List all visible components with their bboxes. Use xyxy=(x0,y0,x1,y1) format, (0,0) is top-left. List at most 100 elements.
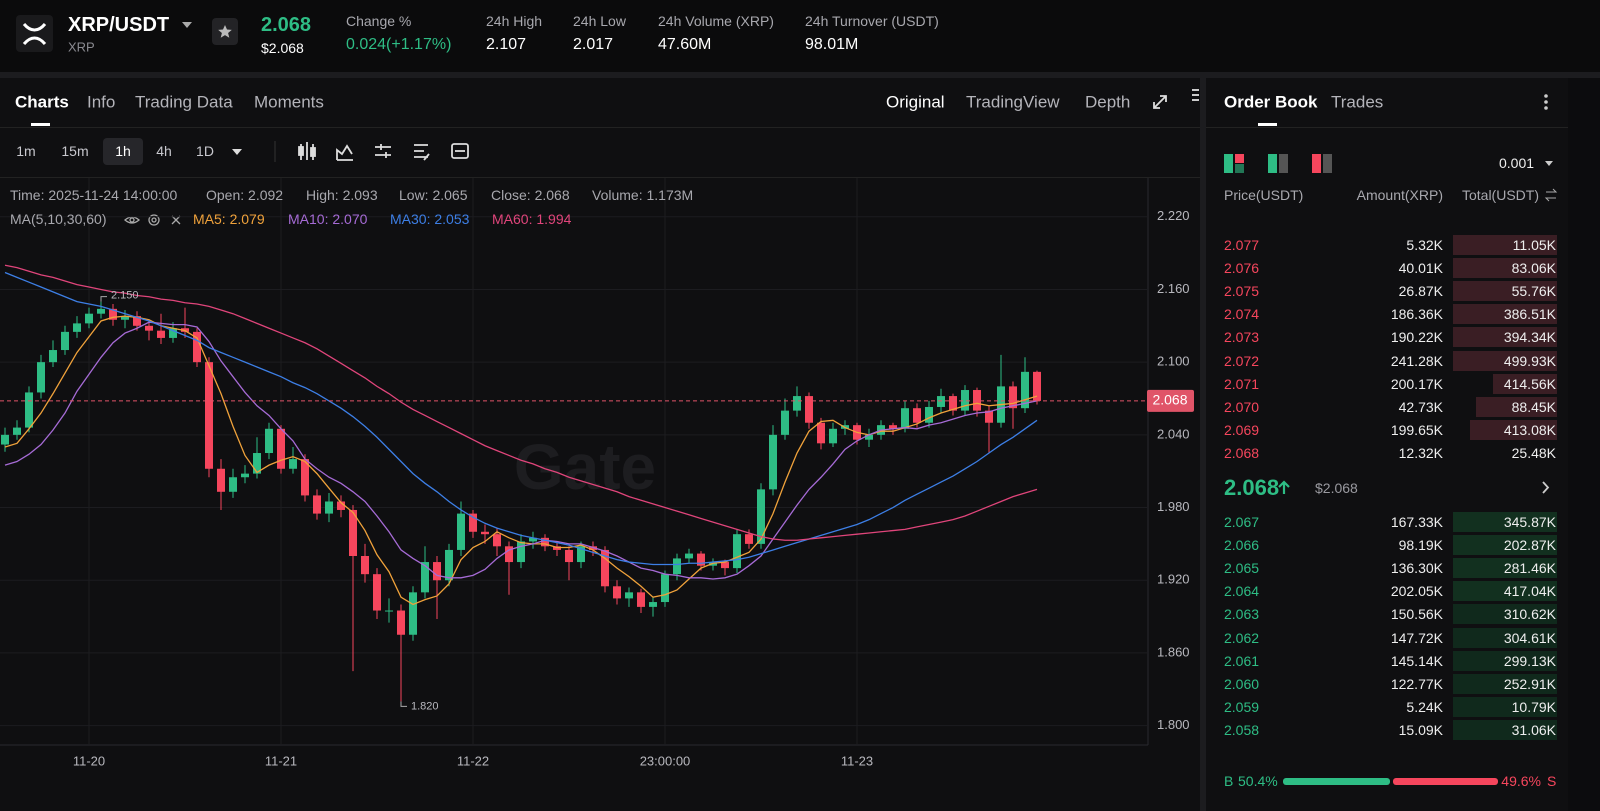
low-label: 1.820 xyxy=(411,700,439,712)
precision[interactable]: 0.001 xyxy=(1499,155,1535,171)
ask-depth xyxy=(1453,327,1557,348)
chart: Gate 2.220 2.160 2.100 2.040 1.980 1.920 1.860 1… xyxy=(0,15,1199,768)
candle-body xyxy=(985,410,993,423)
candle-body xyxy=(685,553,693,559)
interval-caret[interactable] xyxy=(232,149,242,155)
ob-menu[interactable] xyxy=(1544,94,1548,110)
candle-body xyxy=(529,537,537,542)
candle-body xyxy=(745,534,753,544)
legend-entry: MA60: 1.994 xyxy=(492,211,572,227)
stat-label: 24h Turnover (USDT) xyxy=(805,13,939,29)
y-tick-label: 1.980 xyxy=(1157,499,1190,514)
candle-body xyxy=(577,546,585,563)
ask-total: 413.08K xyxy=(1503,421,1556,438)
candle-body xyxy=(889,425,897,429)
stat-label: 24h High xyxy=(486,13,543,29)
stat-label: 24h Volume (XRP) xyxy=(658,13,774,29)
ask-depth xyxy=(1453,258,1557,279)
order-book-graphics xyxy=(1224,94,1558,494)
stat-value: 2.017 xyxy=(573,36,614,53)
candle-body xyxy=(493,534,501,547)
toolbar-icons[interactable] xyxy=(298,142,469,161)
bid-price: 2.067 xyxy=(1224,514,1260,530)
ohlc-info: Volume: 1.173M xyxy=(592,187,694,203)
ohlc-info: High: 2.093 xyxy=(306,187,378,203)
interval[interactable]: 1m xyxy=(16,143,36,159)
candle-body xyxy=(385,610,393,612)
candle-body xyxy=(409,592,417,635)
precision-caret[interactable] xyxy=(1545,161,1553,166)
ma-line xyxy=(4,321,1038,580)
pair-caret[interactable] xyxy=(182,22,192,28)
candle-body xyxy=(157,330,165,338)
chevron[interactable] xyxy=(1542,481,1550,494)
up-arrow xyxy=(1278,480,1290,494)
bid-price: 2.065 xyxy=(1224,560,1260,577)
candle-body xyxy=(337,501,345,510)
ask-depth xyxy=(1453,235,1557,255)
y-tick-label: 1.920 xyxy=(1157,572,1190,587)
y-tick-label: 2.040 xyxy=(1157,426,1190,441)
ob-tab-border xyxy=(1206,127,1568,128)
chart-tab[interactable]: Info xyxy=(87,92,116,112)
view-tab[interactable]: Original xyxy=(886,92,945,112)
ask-depth xyxy=(1453,304,1557,325)
ma-icons[interactable] xyxy=(124,214,181,226)
ma-line xyxy=(4,315,1038,606)
ob-tab[interactable]: Order Book xyxy=(1224,92,1318,112)
ask-amount: 40.01K xyxy=(1398,260,1443,277)
interval[interactable]: 15m xyxy=(61,143,89,159)
candle-body xyxy=(469,513,477,532)
candle-body xyxy=(397,610,405,635)
candle-body xyxy=(613,586,621,599)
chart-tab[interactable]: Moments xyxy=(254,92,324,112)
candle-body xyxy=(241,473,249,478)
ob-layout-icons[interactable] xyxy=(1224,154,1332,173)
toolbar-border xyxy=(0,177,1200,178)
ask-amount: 26.87K xyxy=(1398,283,1443,300)
ask-price: 2.072 xyxy=(1224,352,1260,369)
candle-body xyxy=(649,602,657,607)
mid-usd: $2.068 xyxy=(1315,480,1358,496)
bid-depth xyxy=(1453,558,1557,579)
interval[interactable]: 1D xyxy=(196,143,214,159)
bid-amount: 5.24K xyxy=(1406,698,1443,715)
menu-icon[interactable] xyxy=(1192,89,1199,101)
base: XRP xyxy=(68,39,95,55)
candle-body xyxy=(373,574,381,611)
expand-icon[interactable] xyxy=(1153,95,1167,109)
bid-amount: 98.19K xyxy=(1398,537,1443,554)
bid-total: 345.87K xyxy=(1503,514,1556,530)
bid-depth xyxy=(1453,673,1557,694)
candle-body xyxy=(625,592,633,599)
bid-amount: 202.05K xyxy=(1390,583,1443,600)
interval[interactable]: 4h xyxy=(156,143,172,159)
ma-title: MA(5,10,30,60) xyxy=(10,211,107,227)
ohlc-info: Close: 2.068 xyxy=(491,187,570,203)
ob-tab[interactable]: Trades xyxy=(1331,92,1384,112)
candle-body xyxy=(661,574,669,603)
ask-amount: 200.17K xyxy=(1390,375,1443,392)
current-price-box xyxy=(1147,389,1194,412)
interval[interactable]: 1h xyxy=(115,143,131,159)
interval-selected[interactable] xyxy=(103,138,143,165)
view-tab[interactable]: TradingView xyxy=(966,92,1060,112)
candle-body xyxy=(349,509,357,556)
bid-price: 2.066 xyxy=(1224,537,1260,554)
buy-bar xyxy=(1283,778,1390,785)
bid-price: 2.063 xyxy=(1224,606,1260,623)
x-tick-label: 11-22 xyxy=(457,753,489,768)
view-tab[interactable]: Depth xyxy=(1085,92,1131,112)
chart-tab[interactable]: Charts xyxy=(15,92,69,112)
star-icon[interactable] xyxy=(218,25,232,38)
ask-amount: 5.32K xyxy=(1406,237,1443,253)
candle-body xyxy=(37,362,45,393)
candle-body xyxy=(85,313,93,324)
ask-price: 2.069 xyxy=(1224,421,1260,438)
swap-icon[interactable] xyxy=(1544,188,1558,202)
candle-body xyxy=(49,350,57,363)
header-bar xyxy=(0,0,1600,72)
candle-body xyxy=(949,396,957,411)
candle-body xyxy=(73,323,81,332)
chart-tab[interactable]: Trading Data xyxy=(135,92,233,112)
